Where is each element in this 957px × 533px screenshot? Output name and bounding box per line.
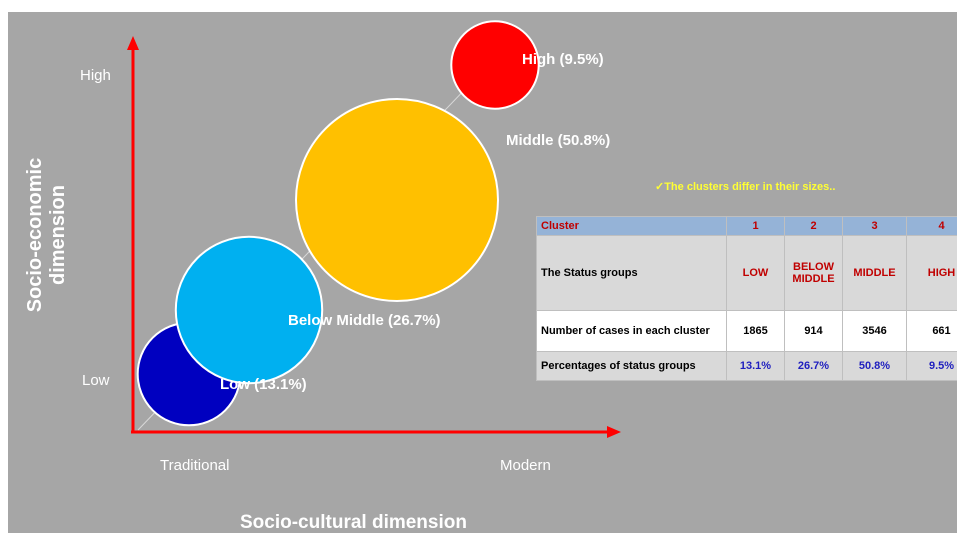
bubble-high (450, 20, 540, 110)
table-header-4: 4 (906, 216, 957, 236)
table-header-2: 2 (784, 216, 843, 236)
x-tick-traditional: Traditional (160, 457, 230, 474)
slide: High Low Traditional Modern Socio-econom… (8, 12, 957, 533)
cell-status-2: BELOW MIDDLE (784, 235, 843, 311)
table-row: Percentages of status groups 13.1% 26.7%… (536, 351, 957, 381)
sizes-note: ✓The clusters differ in their sizes.. (655, 181, 836, 193)
table-row: Number of cases in each cluster 1865 914… (536, 310, 957, 352)
table-header-3: 3 (842, 216, 907, 236)
bubble-label-high: High (9.5%) (522, 51, 604, 68)
cluster-table: Cluster 1 2 3 4 The Status groups LOW BE… (536, 216, 957, 381)
x-tick-modern: Modern (500, 457, 551, 474)
cell-cases-3: 3546 (842, 310, 907, 352)
table-header-row: Cluster 1 2 3 4 (536, 216, 957, 236)
row-label-percentages: Percentages of status groups (536, 351, 727, 381)
bubble-label-middle: Middle (50.8%) (506, 132, 611, 149)
cell-cases-1: 1865 (726, 310, 785, 352)
y-axis-title: Socio-economic dimension (24, 157, 69, 313)
cell-status-4: HIGH (906, 235, 957, 311)
row-label-number-of-cases: Number of cases in each cluster (536, 310, 727, 352)
row-label-status-groups: The Status groups (536, 235, 727, 311)
bubble-chart (127, 20, 621, 438)
y-tick-high: High (80, 67, 111, 84)
bubble-label-below-middle: Below Middle (26.7%) (288, 312, 441, 329)
x-axis-arrowhead (607, 426, 621, 438)
bubble-below-middle (174, 235, 324, 385)
table-row: The Status groups LOW BELOW MIDDLE MIDDL… (536, 235, 957, 311)
y-tick-low: Low (82, 372, 110, 389)
bubble-middle (295, 98, 499, 302)
bubble-group (136, 20, 540, 427)
cell-pct-1: 13.1% (726, 351, 785, 381)
x-axis-title: Socio-cultural dimension (240, 512, 467, 533)
cell-pct-4: 9.5% (906, 351, 957, 381)
cell-pct-3: 50.8% (842, 351, 907, 381)
bubble-label-low: Low (13.1%) (220, 376, 307, 393)
cell-pct-2: 26.7% (784, 351, 843, 381)
y-axis-arrowhead (127, 36, 139, 50)
cell-status-1: LOW (726, 235, 785, 311)
cell-cases-2: 914 (784, 310, 843, 352)
cell-status-3: MIDDLE (842, 235, 907, 311)
cluster-summary-table: Cluster 1 2 3 4 The Status groups LOW BE… (536, 216, 957, 381)
cell-cases-4: 661 (906, 310, 957, 352)
table-header-1: 1 (726, 216, 785, 236)
table-header-cluster: Cluster (536, 216, 727, 236)
